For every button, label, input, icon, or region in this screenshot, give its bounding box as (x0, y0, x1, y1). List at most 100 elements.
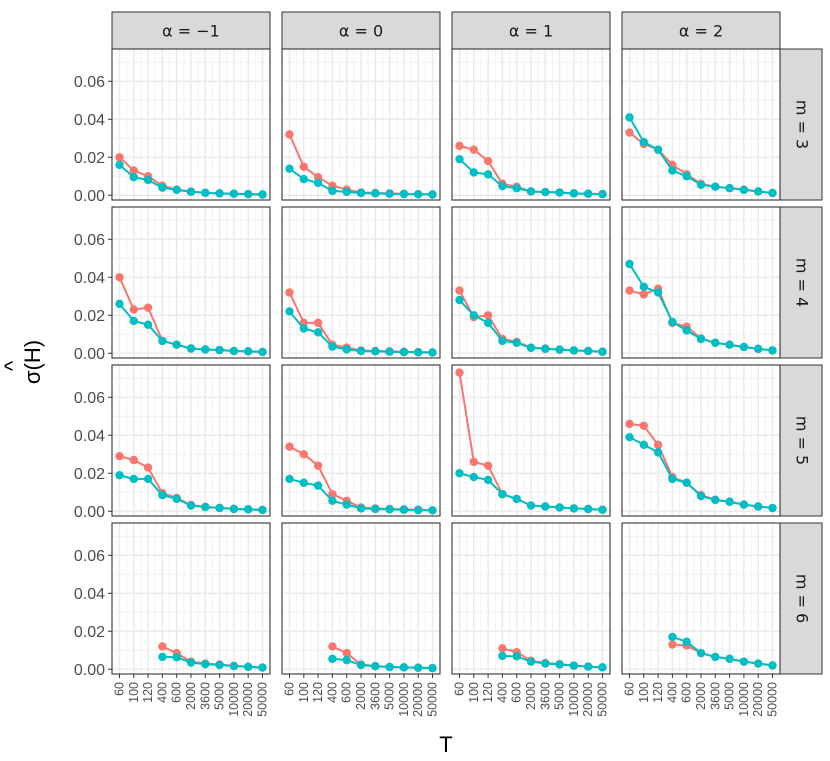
data-point (158, 490, 167, 500)
x-tick-label: 120 (141, 682, 155, 703)
data-point (653, 145, 663, 154)
data-point (711, 182, 720, 191)
y-axis-title-hat: ^ (0, 360, 25, 371)
data-point (428, 190, 437, 199)
x-tick-label: 400 (155, 682, 169, 703)
data-point (115, 299, 124, 309)
panel-border (451, 48, 611, 201)
data-point (115, 470, 124, 480)
data-point (313, 178, 323, 188)
y-tick-label: 0.00 (74, 346, 105, 363)
data-point (598, 663, 607, 672)
data-point (143, 175, 153, 185)
data-point (483, 156, 493, 166)
data-point (299, 174, 308, 184)
data-point (428, 506, 437, 515)
x-tick-label: 100 (637, 682, 651, 703)
panel-border (281, 364, 441, 517)
data-point (696, 648, 706, 658)
data-point (215, 503, 224, 513)
data-point (541, 502, 550, 511)
data-point (299, 450, 308, 459)
x-tick-label: 3600 (368, 682, 382, 710)
x-tick-label: 10000 (567, 682, 581, 717)
data-point (639, 290, 648, 299)
data-point (696, 334, 706, 344)
facet-panel (281, 522, 441, 675)
x-tick-label: 60 (113, 682, 127, 696)
data-point (739, 342, 749, 352)
x-tick-label: 10000 (397, 682, 411, 717)
data-point (725, 497, 734, 506)
y-tick-label: 0.04 (74, 428, 105, 445)
data-point (768, 188, 777, 198)
data-point (371, 662, 380, 671)
data-point (696, 180, 706, 190)
y-tick-label: 0.00 (74, 504, 105, 521)
data-point (541, 187, 550, 197)
data-point (625, 432, 634, 442)
data-point (328, 489, 337, 499)
data-point (512, 184, 521, 193)
data-point (639, 421, 648, 430)
data-point (526, 501, 536, 510)
data-point (682, 172, 691, 181)
data-point (328, 186, 337, 196)
data-point (215, 345, 224, 355)
facet-panel (281, 206, 441, 359)
x-tick-label: 20000 (241, 682, 255, 717)
facet-strip-col (281, 11, 441, 50)
y-tick-label: 0.06 (74, 232, 105, 249)
data-point (385, 662, 394, 672)
data-point (143, 474, 153, 484)
data-point (584, 662, 593, 671)
data-point (328, 654, 337, 664)
x-tick-label: 2000 (524, 682, 538, 710)
x-tick-label: 2000 (694, 682, 708, 710)
facet-strip-row (779, 48, 823, 201)
facet-strip-col (451, 11, 611, 50)
facet-label-row: m = 4 (793, 258, 812, 307)
data-point (455, 295, 464, 305)
data-point (115, 160, 124, 170)
data-point (299, 478, 308, 487)
data-point (768, 503, 777, 513)
data-point (285, 474, 294, 484)
data-point (739, 185, 749, 195)
data-point (356, 504, 366, 513)
data-point (569, 661, 579, 670)
data-point (555, 660, 564, 669)
data-point (129, 316, 138, 326)
y-tick-label: 0.02 (74, 150, 105, 167)
data-point (711, 338, 720, 348)
data-point (455, 141, 464, 151)
x-tick-label: 10000 (227, 682, 241, 717)
data-point (725, 654, 734, 664)
data-point (668, 474, 677, 484)
x-tick-label: 100 (467, 682, 481, 703)
data-point (455, 154, 464, 164)
data-point (598, 505, 607, 514)
data-point (584, 346, 593, 356)
data-point (186, 187, 196, 197)
data-point (342, 648, 351, 658)
facet-panel (621, 206, 781, 359)
data-point (682, 326, 691, 335)
data-point (129, 455, 138, 465)
data-point (328, 342, 337, 351)
data-point (143, 463, 153, 472)
panel-border (621, 48, 781, 201)
data-point (186, 344, 196, 353)
data-point (385, 505, 394, 514)
data-point (428, 663, 437, 673)
facet-panel (621, 522, 781, 675)
x-tick-label: 400 (665, 682, 679, 703)
data-point (483, 461, 493, 470)
data-point (313, 318, 323, 328)
data-point (158, 183, 167, 192)
data-point (483, 318, 493, 328)
panel-border (281, 48, 441, 201)
x-tick-label: 10000 (737, 682, 751, 717)
data-point (371, 504, 380, 514)
